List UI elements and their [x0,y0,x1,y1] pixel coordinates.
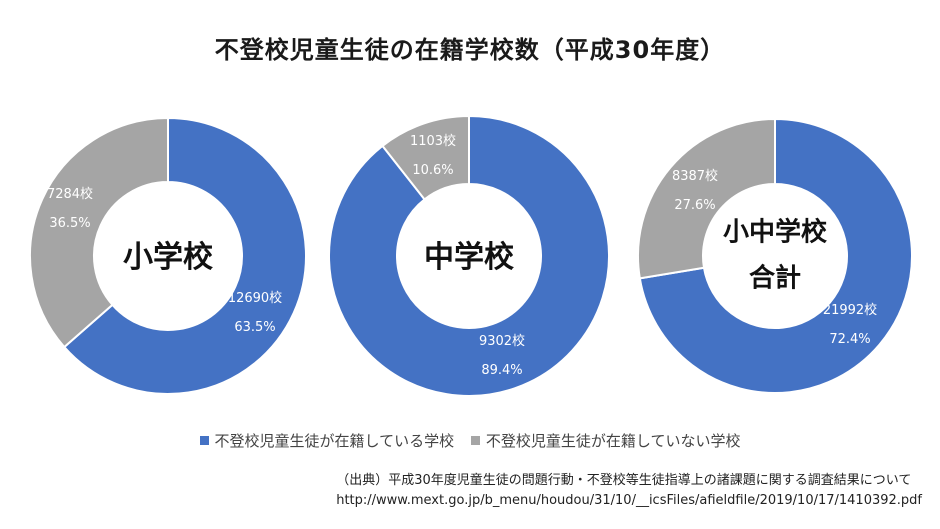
legend-swatch-not-enrolled [470,436,480,445]
donut-slice-enrolled [328,114,610,397]
donut-slice-not-enrolled [637,117,776,280]
center-label: 小学校 [123,240,213,275]
legend-item-not-enrolled: 不登校児童生徒が在籍していない学校 [470,430,741,451]
data-label-percent: 89.4% [481,363,522,378]
donut-charts: 12690校 63.5% 7284校 36.5% 小学校 9302校 89.4% 1103校 1… [29,114,913,397]
center-label: 合計 [749,262,801,293]
legend-label-not-enrolled: 不登校児童生徒が在籍していない学校 [485,432,741,450]
source-title: （出典）平成30年度児童生徒の問題行動・不登校等生徒指導上の諸課題に関する調査結… [336,473,912,488]
center-label: 小中学校 [723,216,828,247]
donut-slice-enrolled [62,116,307,395]
data-label-percent: 10.6% [412,163,453,178]
data-label-count: 8387校 [672,168,718,184]
legend: 不登校児童生徒が在籍している学校 不登校児童生徒が在籍していない学校 [0,430,940,451]
data-label-percent: 36.5% [49,216,90,231]
chart-title: 不登校児童生徒の在籍学校数（平成30年度） [214,36,726,64]
data-label-count: 9302校 [479,333,525,349]
data-label-count: 12690校 [228,290,282,306]
data-label-percent: 72.4% [829,332,870,347]
legend-label-enrolled: 不登校児童生徒が在籍している学校 [214,432,455,450]
source-note: （出典）平成30年度児童生徒の問題行動・不登校等生徒指導上の諸課題に関する調査結… [336,471,922,511]
legend-swatch-enrolled [199,436,209,445]
source-url: http://www.mext.go.jp/b_menu/houdou/31/1… [336,493,922,508]
center-label: 中学校 [424,240,514,275]
data-label-percent: 63.5% [234,320,275,335]
data-label-count: 1103校 [410,133,456,149]
donut-chart-1: 12690校 63.5% 7284校 36.5% 小学校 [29,116,307,395]
donut-chart-2: 9302校 89.4% 1103校 10.6% 中学校 [328,114,610,397]
data-label-count: 7284校 [47,186,93,202]
legend-item-enrolled: 不登校児童生徒が在籍している学校 [199,430,455,451]
donut-slice-not-enrolled [29,116,169,349]
data-label-count: 21992校 [823,302,877,318]
donut-slice-enrolled [638,117,913,394]
donut-slice-not-enrolled [381,114,470,201]
data-label-percent: 27.6% [674,198,715,213]
